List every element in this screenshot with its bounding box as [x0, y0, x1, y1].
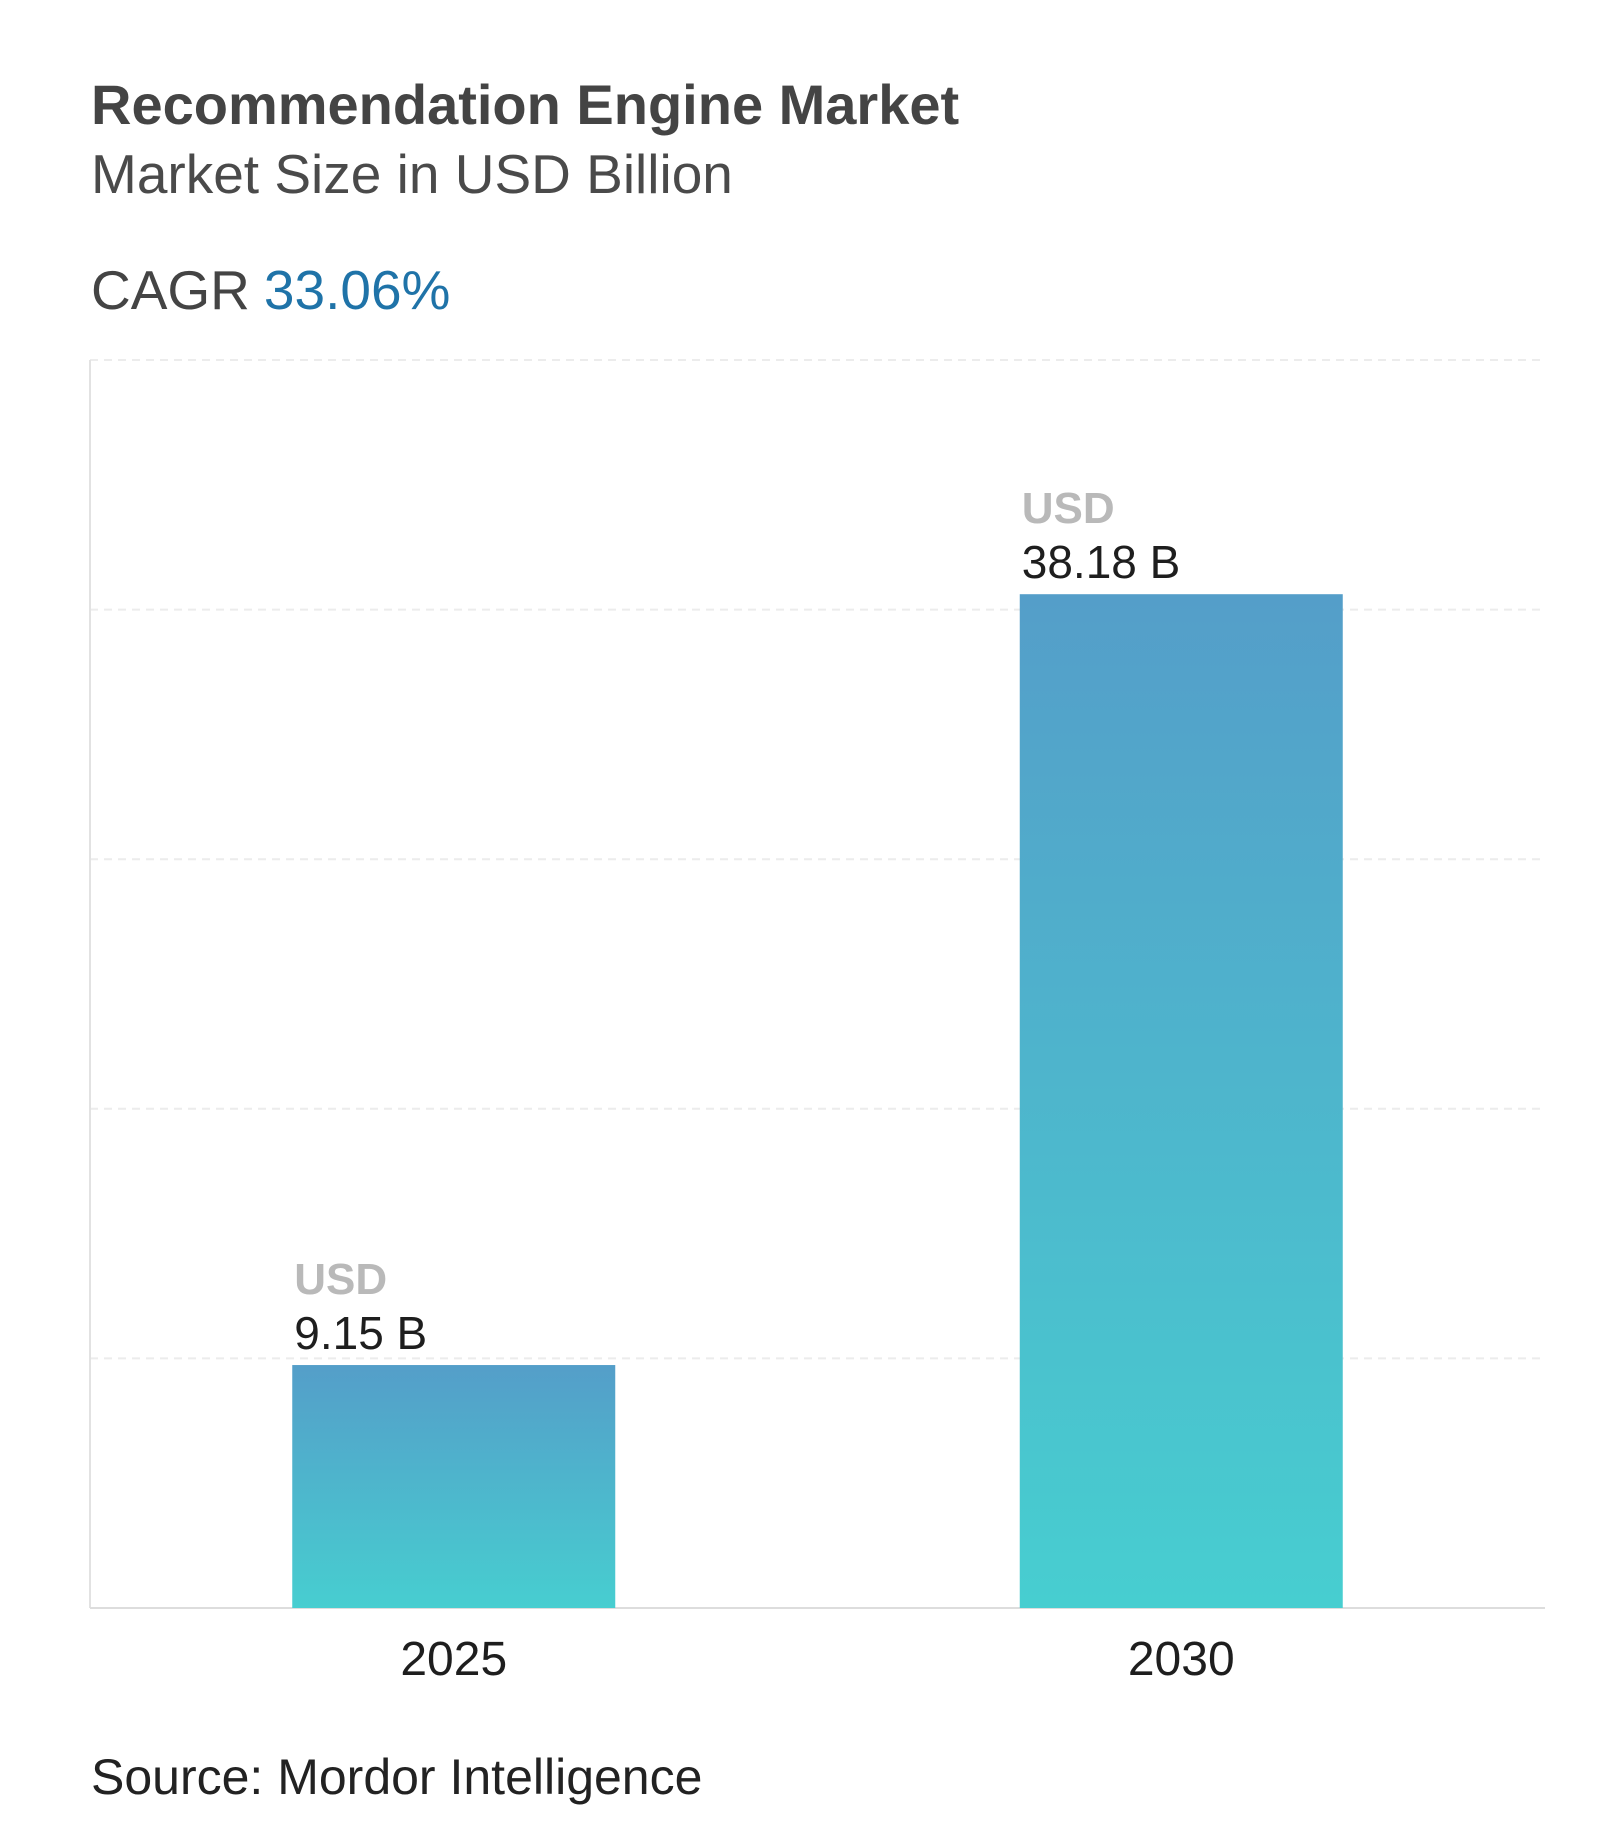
bar-2025 [292, 1365, 616, 1608]
x-tick-label: 2025 [400, 1633, 507, 1686]
bar-value-label: 38.18 B [1022, 536, 1181, 588]
chart-title: Recommendation Engine Market [91, 73, 960, 136]
bar-value-label: 9.15 B [294, 1307, 427, 1359]
x-tick-label: 2030 [1128, 1633, 1235, 1686]
bar-2030 [1019, 594, 1343, 1608]
cagr-line: CAGR 33.06% [91, 258, 450, 322]
chart-subtitle: Market Size in USD Billion [91, 143, 733, 205]
source-note: Source: Mordor Intelligence [91, 1749, 703, 1805]
bar-label-prefix: USD [294, 1255, 387, 1304]
cagr-value: 33.06% [263, 259, 451, 321]
cagr-label: CAGR [91, 259, 250, 321]
bar-label-prefix: USD [1022, 484, 1115, 533]
